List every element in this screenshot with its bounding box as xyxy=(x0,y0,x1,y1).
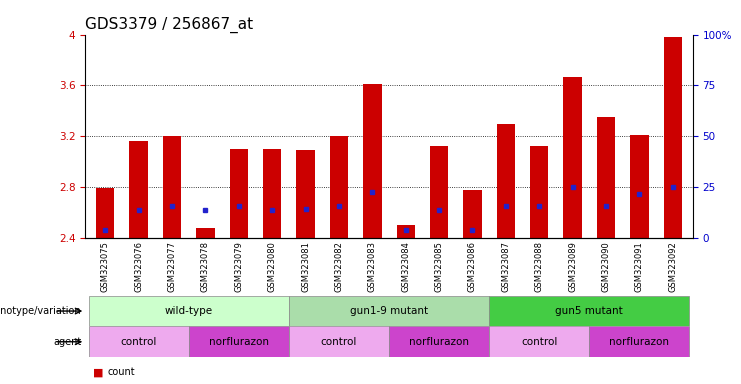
Text: count: count xyxy=(107,367,135,377)
Bar xyxy=(396,225,415,238)
Bar xyxy=(664,37,682,238)
Bar xyxy=(496,124,515,238)
Bar xyxy=(289,296,489,326)
Text: agent: agent xyxy=(53,337,82,347)
Text: control: control xyxy=(121,337,157,347)
Bar xyxy=(163,136,182,238)
Bar xyxy=(289,326,389,357)
Bar xyxy=(330,136,348,238)
Bar xyxy=(430,146,448,238)
Text: norflurazon: norflurazon xyxy=(609,337,669,347)
Bar xyxy=(597,117,615,238)
Text: control: control xyxy=(321,337,357,347)
Bar xyxy=(96,189,114,238)
Bar xyxy=(230,149,248,238)
Text: genotype/variation: genotype/variation xyxy=(0,306,82,316)
Bar xyxy=(189,326,289,357)
Bar xyxy=(563,76,582,238)
Bar xyxy=(363,84,382,238)
Bar xyxy=(196,228,215,238)
Bar xyxy=(463,190,482,238)
Bar xyxy=(89,296,289,326)
Text: wild-type: wild-type xyxy=(165,306,213,316)
Bar xyxy=(130,141,147,238)
Text: control: control xyxy=(521,337,557,347)
Bar xyxy=(389,326,489,357)
Text: ■: ■ xyxy=(93,367,103,377)
Bar xyxy=(589,326,689,357)
Text: GDS3379 / 256867_at: GDS3379 / 256867_at xyxy=(85,17,253,33)
Bar xyxy=(530,146,548,238)
Text: norflurazon: norflurazon xyxy=(409,337,469,347)
Bar xyxy=(631,135,648,238)
Text: gun5 mutant: gun5 mutant xyxy=(556,306,623,316)
Bar xyxy=(489,296,689,326)
Bar xyxy=(296,150,315,238)
Bar xyxy=(263,149,282,238)
Text: gun1-9 mutant: gun1-9 mutant xyxy=(350,306,428,316)
Bar xyxy=(489,326,589,357)
Bar xyxy=(89,326,189,357)
Text: norflurazon: norflurazon xyxy=(209,337,269,347)
